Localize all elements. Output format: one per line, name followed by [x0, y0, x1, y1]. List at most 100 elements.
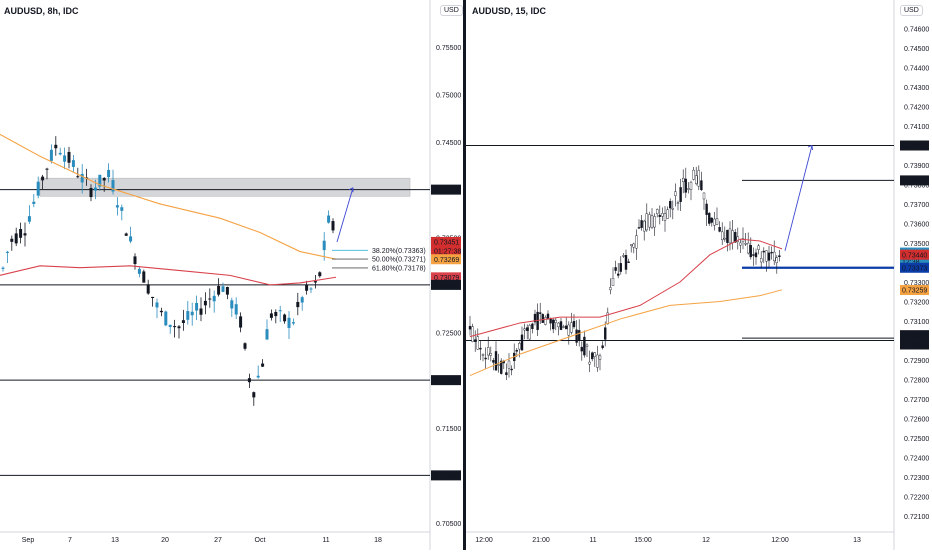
right-candle-body	[500, 360, 503, 374]
right-candle-body	[666, 209, 669, 219]
right-candle-body	[754, 252, 758, 258]
right-candle-body	[700, 180, 703, 191]
right-currency-button[interactable]: USD	[900, 5, 923, 16]
right-candle-body	[687, 188, 690, 190]
right-price-tag	[900, 249, 929, 260]
left-candle-body	[261, 363, 265, 367]
right-candle-body	[562, 326, 565, 328]
left-candle-body	[203, 300, 207, 306]
right-candle-body	[702, 192, 706, 200]
left-candle-body	[146, 284, 150, 294]
right-price-tag-text: 0.73000	[902, 342, 927, 349]
left-resistance-zone	[39, 177, 411, 197]
right-candle-body	[539, 312, 542, 314]
left-candle-body	[124, 233, 128, 236]
left-price-tag	[431, 272, 461, 283]
right-candle-body	[622, 255, 625, 257]
left-candle-body	[195, 302, 199, 311]
left-currency-button[interactable]: USD	[440, 5, 463, 16]
right-candle-body	[684, 178, 687, 193]
left-candle-body	[1, 267, 5, 269]
left-price-tag-text: 0.71000	[434, 473, 459, 480]
right-candle-body	[747, 242, 750, 254]
right-candle-body	[546, 313, 550, 319]
left-y-tick: 0.72500	[436, 331, 461, 338]
left-price-tag	[431, 254, 461, 265]
right-candle-body	[604, 327, 607, 340]
left-candle-body	[212, 295, 216, 302]
left-candle-body	[93, 187, 97, 191]
left-price-tag-text: 0.73000	[434, 282, 459, 289]
left-candle-body	[265, 329, 269, 340]
right-candle-body	[572, 320, 576, 328]
left-candle-body	[181, 320, 185, 324]
right-y-tick: 0.73700	[904, 202, 929, 209]
right-candle-body	[656, 209, 659, 214]
right-y-tick: 0.72900	[904, 358, 929, 365]
left-candle-body	[67, 151, 71, 163]
right-candle-body	[552, 319, 555, 330]
right-candle-body	[773, 251, 776, 262]
left-candle-body	[305, 284, 309, 291]
left-candle-body	[115, 205, 119, 208]
right-y-tick: 0.72300	[904, 475, 929, 482]
left-candle-body	[199, 308, 203, 315]
right-y-tick: 0.73300	[904, 280, 929, 287]
right-candle-body	[669, 201, 672, 209]
right-candle-body	[760, 258, 763, 263]
right-candle-body	[479, 347, 482, 350]
right-candle-body	[658, 214, 661, 217]
left-candle-body	[313, 281, 317, 283]
left-x-tick: 20	[161, 537, 169, 544]
right-candle-body	[765, 250, 768, 262]
left-projection-arrow	[336, 187, 354, 243]
left-candles	[1, 136, 335, 406]
right-candle-body	[474, 339, 477, 342]
right-candle-body	[520, 334, 524, 351]
left-candle-body	[45, 168, 49, 170]
left-candle-body	[36, 181, 40, 196]
right-candle-body	[741, 238, 745, 242]
left-candle-body	[283, 314, 287, 322]
right-candle-body	[507, 360, 511, 369]
left-candle-body	[49, 149, 53, 161]
left-candle-body	[309, 288, 313, 290]
right-candle-body	[487, 347, 490, 356]
right-candle-body	[734, 232, 737, 243]
right-candle-body	[476, 336, 479, 350]
right-y-tick: 0.72200	[904, 495, 929, 502]
right-candle-body	[591, 352, 594, 360]
right-candle-body	[744, 243, 747, 245]
right-candle-body	[643, 220, 646, 232]
left-x-tick: Oct	[255, 537, 266, 544]
panel-divider	[463, 0, 466, 550]
left-candle-body	[190, 311, 194, 316]
left-candle-body	[10, 238, 14, 242]
right-candle-body	[695, 175, 698, 184]
right-x-tick: 13	[853, 537, 861, 544]
left-candle-body	[5, 251, 9, 253]
right-price-tag	[900, 330, 929, 341]
left-arrow-head	[348, 187, 354, 193]
right-candle-body	[723, 237, 726, 240]
right-candle-body	[767, 252, 771, 261]
right-price-tag	[900, 256, 929, 267]
right-price-tag	[900, 262, 929, 273]
right-candle-body	[559, 321, 563, 330]
left-price-tag	[431, 470, 461, 481]
right-candle-body	[533, 313, 537, 323]
right-candle-body	[671, 208, 674, 210]
right-price-tag-text: 0.73440	[902, 252, 927, 259]
left-candle-body	[318, 272, 322, 277]
right-candle-body	[583, 336, 586, 356]
right-candle-body	[713, 218, 716, 226]
right-candle-body	[484, 357, 487, 360]
right-candle-body	[663, 213, 667, 221]
left-x-tick: 18	[374, 537, 382, 544]
left-candle-body	[89, 187, 93, 198]
left-y-tick: 0.75000	[436, 92, 461, 99]
right-candle-body	[640, 220, 643, 228]
left-candle-body	[322, 240, 326, 251]
left-candle-body	[177, 326, 181, 329]
left-candle-body	[54, 144, 58, 149]
